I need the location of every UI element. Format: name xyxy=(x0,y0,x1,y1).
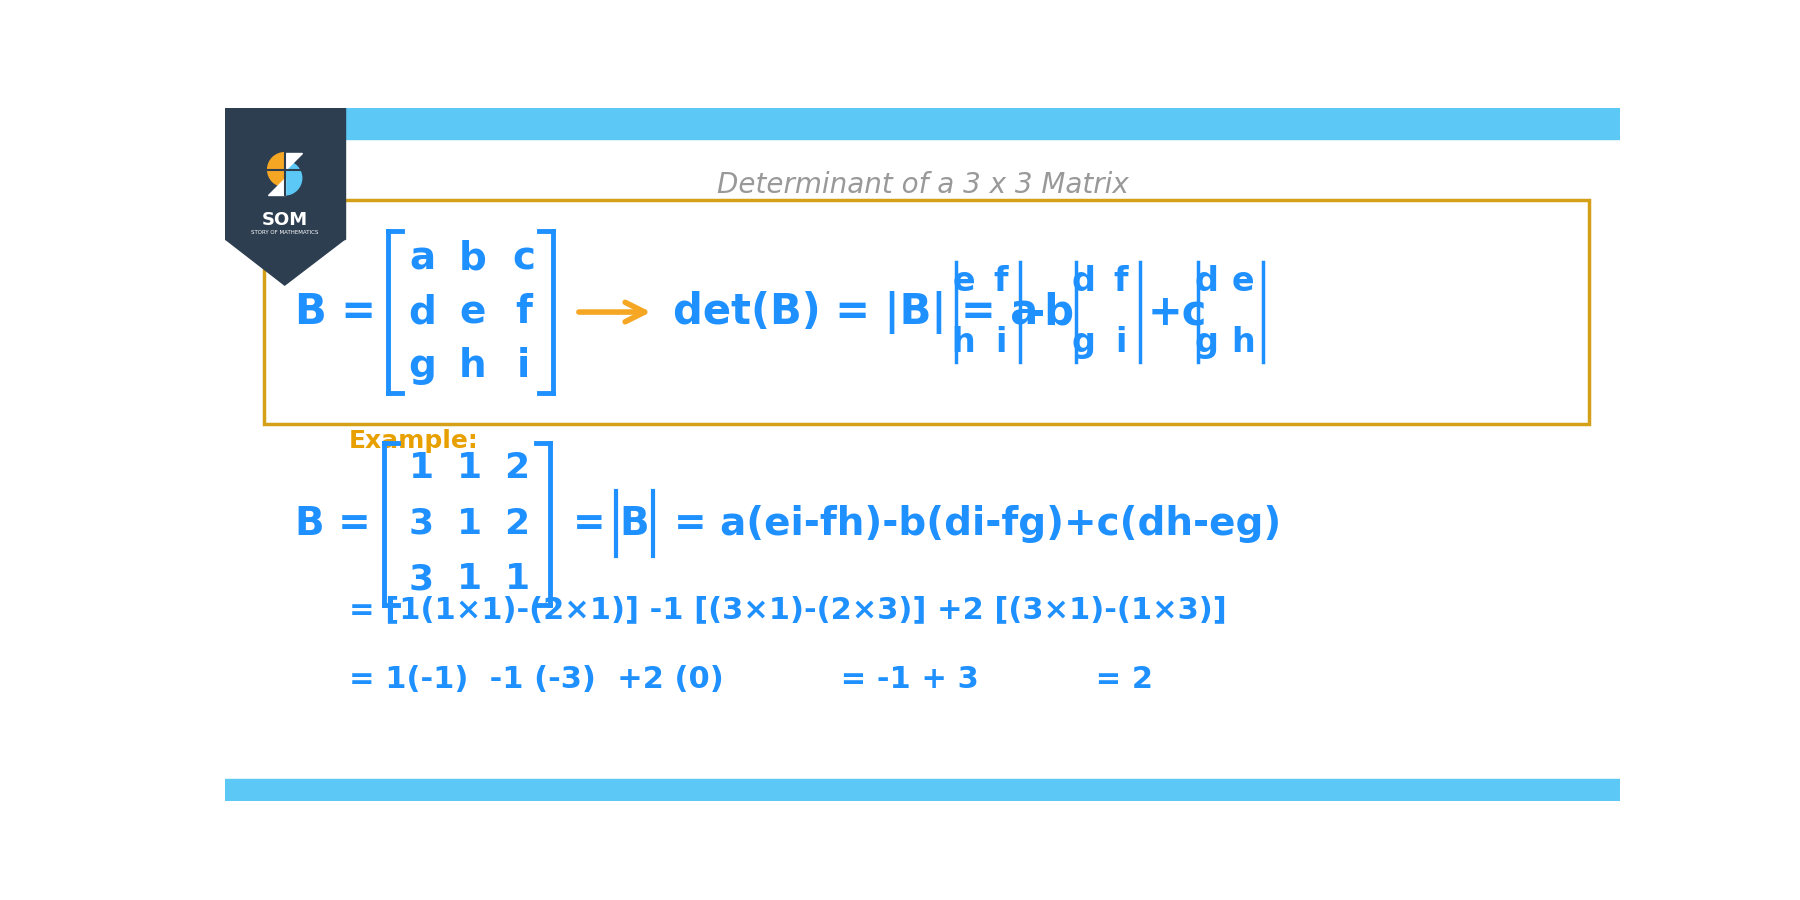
Text: +c: +c xyxy=(1148,291,1208,333)
Text: =: = xyxy=(572,505,605,543)
Text: i: i xyxy=(1116,327,1127,359)
Text: e: e xyxy=(952,265,976,298)
Text: Example:: Example: xyxy=(349,428,479,453)
Text: 1: 1 xyxy=(504,562,529,596)
Text: 2: 2 xyxy=(504,507,529,541)
Text: i: i xyxy=(517,347,529,385)
Wedge shape xyxy=(268,153,284,186)
Text: 1: 1 xyxy=(409,452,434,485)
Text: SOM: SOM xyxy=(261,211,308,229)
Text: Determinant of a 3 x 3 Matrix: Determinant of a 3 x 3 Matrix xyxy=(716,171,1129,199)
Text: h: h xyxy=(952,327,976,359)
Text: 1: 1 xyxy=(457,562,482,596)
Text: g: g xyxy=(1193,327,1219,359)
Text: a: a xyxy=(410,239,436,277)
Text: f: f xyxy=(994,265,1008,298)
Text: g: g xyxy=(1071,327,1096,359)
Text: 3: 3 xyxy=(409,507,434,541)
Text: 1: 1 xyxy=(457,507,482,541)
Polygon shape xyxy=(284,153,302,169)
Text: h: h xyxy=(459,347,486,385)
Text: f: f xyxy=(515,293,531,331)
Text: 2: 2 xyxy=(504,452,529,485)
Polygon shape xyxy=(225,238,346,285)
Bar xyxy=(225,108,346,239)
Wedge shape xyxy=(284,161,302,195)
Text: -b: -b xyxy=(1028,291,1075,333)
Text: d: d xyxy=(1071,265,1096,298)
Text: = 1(-1)  -1 (-3)  +2 (0)           = -1 + 3           = 2: = 1(-1) -1 (-3) +2 (0) = -1 + 3 = 2 xyxy=(349,665,1154,694)
Bar xyxy=(265,201,1589,424)
Text: B: B xyxy=(619,505,650,543)
Bar xyxy=(225,108,1620,139)
Text: 1: 1 xyxy=(457,452,482,485)
Text: i: i xyxy=(995,327,1006,359)
Bar xyxy=(225,779,1620,801)
Text: b: b xyxy=(459,239,488,277)
Text: d: d xyxy=(1193,265,1219,298)
Text: d: d xyxy=(409,293,437,331)
Text: c: c xyxy=(511,239,535,277)
Text: e: e xyxy=(1231,265,1255,298)
Text: det(B) = |B| = a: det(B) = |B| = a xyxy=(673,291,1039,334)
Text: 3: 3 xyxy=(409,562,434,596)
Text: g: g xyxy=(409,347,437,385)
Text: f: f xyxy=(1114,265,1129,298)
Text: B =: B = xyxy=(295,505,371,543)
Text: h: h xyxy=(1231,327,1255,359)
Text: B =: B = xyxy=(295,291,376,333)
Text: STORY OF MATHEMATICS: STORY OF MATHEMATICS xyxy=(250,230,319,235)
Polygon shape xyxy=(268,178,284,195)
Text: = [1(1×1)-(2×1)] -1 [(3×1)-(2×3)] +2 [(3×1)-(1×3)]: = [1(1×1)-(2×1)] -1 [(3×1)-(2×3)] +2 [(3… xyxy=(349,596,1228,625)
Text: = a(ei-fh)-b(di-fg)+c(dh-eg): = a(ei-fh)-b(di-fg)+c(dh-eg) xyxy=(673,505,1282,543)
Text: e: e xyxy=(459,293,486,331)
